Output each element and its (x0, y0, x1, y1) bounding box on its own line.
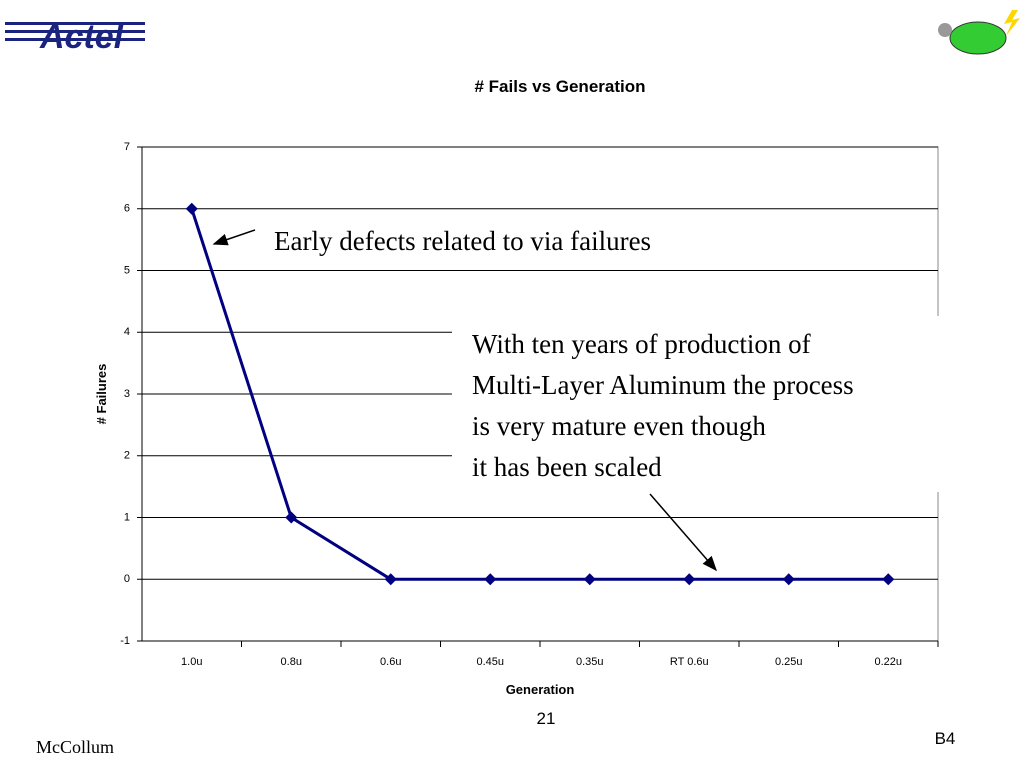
y-tick-label: 0 (124, 573, 130, 585)
x-tick-label: 0.45u (476, 656, 504, 668)
x-tick-label: 0.8u (281, 656, 302, 668)
arrow (649, 493, 717, 572)
series-line (190, 208, 889, 581)
turtle-icon (938, 10, 1020, 55)
marker (185, 202, 198, 215)
y-tick-label: 4 (124, 326, 130, 338)
annotation: it has been scaled (472, 452, 662, 482)
turtle-head (938, 23, 952, 37)
annotation: Multi-Layer Aluminum the process (472, 370, 854, 400)
marker (484, 573, 497, 586)
x-tick-label: 0.6u (380, 656, 401, 668)
y-tick-label: 3 (124, 388, 130, 400)
arrow (212, 229, 256, 246)
annotation-box (452, 316, 942, 492)
x-tick-label: 0.35u (576, 656, 604, 668)
marker (782, 573, 795, 586)
annotation: With ten years of production of (472, 329, 811, 359)
marker (384, 573, 397, 586)
annotation: Early defects related to via failures (274, 226, 651, 256)
x-tick-label: 0.22u (874, 656, 902, 668)
y-tick-label: -1 (120, 635, 130, 647)
y-tick-label: 1 (124, 511, 130, 523)
marker (683, 573, 696, 586)
y-tick-label: 2 (124, 450, 130, 462)
page-number: 21 (537, 709, 556, 728)
y-tick-label: 7 (124, 141, 130, 153)
logo-stripe (5, 38, 145, 41)
marker (285, 511, 298, 524)
x-tick-label: RT 0.6u (670, 656, 709, 668)
y-tick-label: 6 (124, 203, 130, 215)
chart-title: # Fails vs Generation (474, 77, 645, 96)
logo-stripe (5, 22, 145, 25)
lightning (1004, 10, 1020, 36)
x-tick-label: 0.25u (775, 656, 803, 668)
footer-author: McCollum (36, 737, 114, 757)
y-tick-label: 5 (124, 264, 130, 276)
annotation: is very mature even though (472, 411, 766, 441)
logo-text: Actel (39, 18, 125, 56)
logo: Actel (5, 18, 145, 56)
y-axis-label: # Failures (94, 364, 109, 425)
turtle-shell (949, 21, 1007, 55)
marker (882, 573, 895, 586)
x-tick-label: 1.0u (181, 656, 202, 668)
footer-code: B4 (935, 729, 956, 748)
marker (583, 573, 596, 586)
logo-stripe (5, 30, 145, 33)
x-axis-label: Generation (506, 682, 575, 697)
